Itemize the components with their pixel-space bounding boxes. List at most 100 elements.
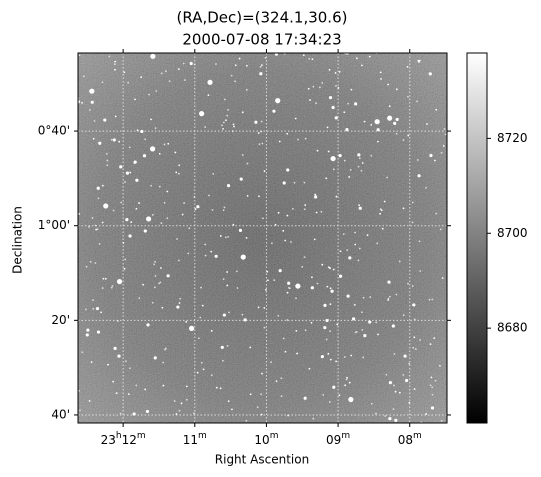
star	[413, 388, 416, 390]
star	[88, 400, 91, 402]
star	[185, 320, 188, 323]
star	[361, 162, 364, 164]
star	[314, 195, 318, 199]
star	[85, 308, 87, 311]
star	[346, 294, 350, 298]
star	[391, 324, 395, 328]
star	[159, 281, 162, 284]
star	[320, 210, 323, 213]
star	[282, 229, 285, 232]
star	[204, 254, 207, 257]
star	[81, 101, 83, 104]
star	[125, 218, 129, 222]
colorbar-tick-label: 8680	[497, 321, 528, 335]
star	[222, 128, 224, 130]
star	[347, 102, 350, 105]
star	[96, 228, 99, 231]
star	[273, 279, 276, 282]
star	[328, 68, 331, 71]
star	[94, 262, 97, 264]
star	[124, 258, 127, 261]
star	[226, 184, 231, 188]
star	[383, 200, 386, 203]
star	[166, 190, 169, 193]
star	[442, 145, 445, 147]
star	[133, 160, 137, 164]
star	[144, 138, 147, 141]
star	[128, 146, 131, 149]
star	[78, 100, 81, 104]
star	[363, 334, 367, 338]
star	[334, 72, 337, 74]
star	[258, 143, 261, 146]
star	[227, 400, 230, 403]
star	[270, 242, 273, 245]
star	[219, 235, 222, 237]
star	[321, 81, 324, 84]
star	[343, 159, 346, 162]
star	[425, 413, 428, 415]
star	[370, 154, 373, 157]
star	[294, 117, 297, 120]
star	[151, 301, 154, 304]
star	[114, 60, 117, 63]
star	[177, 172, 180, 175]
star	[119, 165, 123, 169]
star	[224, 98, 226, 101]
star	[326, 126, 329, 129]
x-tick-label: 11m	[183, 431, 207, 447]
star	[377, 140, 379, 143]
star	[154, 275, 157, 277]
star	[343, 356, 346, 358]
star	[389, 295, 391, 298]
star	[112, 138, 116, 142]
star	[426, 123, 428, 125]
star	[92, 307, 95, 310]
star	[429, 384, 432, 387]
star	[439, 228, 442, 231]
star	[440, 152, 443, 154]
star	[348, 176, 351, 178]
star	[327, 352, 330, 355]
star	[107, 363, 109, 366]
star	[412, 346, 415, 349]
star	[204, 126, 207, 128]
star	[282, 181, 286, 185]
star	[166, 217, 169, 220]
stars	[78, 53, 447, 423]
star	[119, 412, 122, 415]
star	[350, 354, 353, 357]
star	[175, 413, 178, 415]
star	[330, 155, 336, 162]
star	[106, 164, 109, 167]
star	[158, 282, 161, 285]
star	[177, 68, 180, 71]
star	[335, 360, 338, 363]
star	[310, 286, 314, 290]
star	[173, 400, 176, 402]
star	[142, 283, 145, 286]
star	[226, 284, 229, 287]
star	[138, 297, 141, 300]
star	[101, 221, 104, 224]
star	[303, 396, 307, 400]
star	[108, 55, 111, 58]
star	[230, 74, 233, 77]
y-tick-label: 20'	[51, 313, 70, 327]
star	[176, 305, 180, 309]
star	[274, 53, 279, 56]
star	[129, 367, 131, 370]
star	[128, 234, 132, 238]
star	[197, 337, 200, 340]
star	[402, 207, 405, 210]
star	[278, 140, 281, 143]
star	[320, 355, 324, 359]
star	[78, 54, 81, 57]
star	[127, 81, 130, 84]
star	[146, 323, 150, 327]
star	[130, 221, 133, 224]
star	[257, 306, 260, 309]
star	[176, 238, 178, 240]
star	[161, 306, 164, 309]
star	[91, 217, 94, 219]
